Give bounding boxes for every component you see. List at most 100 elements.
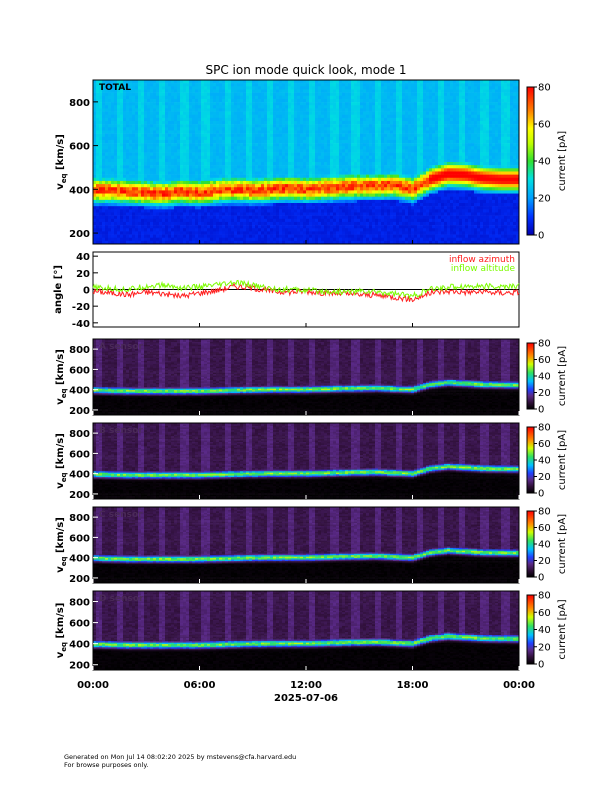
c-panel-label: C sensor: [99, 510, 143, 520]
c-ytick-label: 800: [69, 513, 90, 524]
d-heatmap-cells: [93, 591, 519, 670]
legend-entry-inflow-altitude: inflow altitude: [451, 264, 516, 274]
footer-line-2: For browse purposes only.: [64, 761, 148, 769]
x-tick-label: 00:00: [503, 680, 535, 691]
b-colorbar-tick-label: 60: [538, 439, 551, 450]
c-colorbar-tick-label: 60: [538, 523, 551, 534]
b-ytick-label: 800: [69, 429, 90, 440]
angle-ytick-label: -40: [72, 319, 90, 330]
angle-ytick-label: 40: [76, 252, 90, 263]
angle-ytick-label: -20: [72, 302, 90, 313]
total-colorbar-tick-label: 80: [538, 83, 551, 94]
c-colorbar-tick-label: 20: [538, 556, 551, 567]
a-colorbar-tick-label: 20: [538, 388, 551, 399]
d-ylabel: veq [km/s]: [55, 603, 68, 659]
total-colorbar-tick-label: 0: [538, 231, 544, 242]
total-colorbar: 0 20 40 60 80 current [pA]: [527, 83, 568, 242]
angle-ylabel: angle [°]: [53, 265, 64, 314]
d-colorbar: 0 20 40 60 80 current [pA]: [527, 591, 568, 671]
a-colorbar-tick-label: 40: [538, 372, 551, 383]
c-colorbar-tick-label: 0: [538, 573, 544, 584]
a-ytick-label: 800: [69, 345, 90, 356]
total-colorbar-tick-label: 40: [538, 157, 551, 168]
b-colorbar: 0 20 40 60 80 current [pA]: [527, 423, 568, 500]
d-colorbar-label: current [pA]: [557, 599, 568, 659]
b-colorbar-tick-label: 80: [538, 423, 551, 434]
c-colorbar-gradient: [527, 511, 534, 577]
total-colorbar-tick-label: 60: [538, 120, 551, 131]
d-panel-label: D sensor: [99, 594, 144, 604]
total-ytick-label: 600: [69, 142, 90, 153]
chart-title: SPC ion mode quick look, mode 1: [206, 63, 407, 77]
c-colorbar-tick-label: 80: [538, 507, 551, 518]
b-colorbar-label: current [pA]: [557, 430, 568, 490]
x-tick-label: 18:00: [397, 680, 429, 691]
a-ylabel: veq [km/s]: [55, 349, 68, 405]
x-tick-labels: 00:00 06:00 12:00 18:00 00:00: [77, 680, 535, 691]
b-colorbar-gradient: [527, 427, 534, 493]
a-colorbar: 0 20 40 60 80 current [pA]: [527, 339, 568, 416]
angle-ytick-label: 20: [76, 269, 90, 280]
b-ylabel: veq [km/s]: [55, 433, 68, 489]
a-ytick-label: 400: [69, 386, 90, 397]
b-colorbar-tick-label: 40: [538, 456, 551, 467]
x-tick-label: 12:00: [290, 680, 322, 691]
b-panel-label: B sensor: [99, 426, 143, 436]
a-ytick-label: 600: [69, 365, 90, 376]
b-ytick-label: 400: [69, 470, 90, 481]
d-ytick-label: 800: [69, 598, 90, 609]
a-colorbar-tick-label: 0: [538, 405, 544, 416]
c-ytick-label: 400: [69, 554, 90, 565]
c-ytick-label: 200: [69, 574, 90, 585]
d-colorbar-tick-label: 0: [538, 660, 544, 671]
total-panel-label: TOTAL: [99, 83, 131, 93]
total-ytick-label: 800: [69, 98, 90, 109]
d-ytick-label: 400: [69, 640, 90, 651]
d-ytick-label: 600: [69, 619, 90, 630]
c-heatmap-cells: [93, 507, 519, 583]
total-ytick-label: 400: [69, 185, 90, 196]
a-panel-label: A sensor: [99, 342, 144, 352]
c-colorbar: 0 20 40 60 80 current [pA]: [527, 507, 568, 584]
d-colorbar-tick-label: 80: [538, 591, 551, 602]
b-ytick-label: 600: [69, 449, 90, 460]
b-ytick-label: 200: [69, 490, 90, 501]
d-colorbar-tick-label: 20: [538, 642, 551, 653]
a-heatmap-cells: [93, 339, 519, 415]
d-ytick-label: 200: [69, 661, 90, 672]
total-heatmap-cells: [93, 80, 519, 244]
b-colorbar-tick-label: 0: [538, 489, 544, 500]
c-ytick-label: 600: [69, 533, 90, 544]
total-colorbar-gradient: [527, 87, 534, 235]
total-colorbar-label: current [pA]: [557, 131, 568, 191]
date-label: 2025-07-06: [274, 693, 338, 704]
d-colorbar-tick-label: 60: [538, 608, 551, 619]
d-colorbar-tick-label: 40: [538, 625, 551, 636]
b-colorbar-tick-label: 20: [538, 472, 551, 483]
angle-ytick-label: 0: [83, 286, 90, 297]
total-colorbar-tick-label: 20: [538, 194, 551, 205]
a-colorbar-gradient: [527, 343, 534, 409]
d-colorbar-gradient: [527, 595, 534, 664]
c-ylabel: veq [km/s]: [55, 517, 68, 573]
a-colorbar-tick-label: 60: [538, 355, 551, 366]
x-tick-label: 06:00: [184, 680, 216, 691]
a-colorbar-label: current [pA]: [557, 346, 568, 406]
footer-line-1: Generated on Mon Jul 14 08:02:20 2025 by…: [64, 753, 296, 761]
a-ytick-label: 200: [69, 406, 90, 417]
c-colorbar-tick-label: 40: [538, 540, 551, 551]
a-colorbar-tick-label: 80: [538, 339, 551, 350]
b-heatmap-cells: [93, 423, 519, 499]
x-tick-label: 00:00: [77, 680, 109, 691]
colorbars-group: 0 20 40 60 80 current [pA] 0 20 40 60 80 current [p…: [527, 83, 568, 671]
c-colorbar-label: current [pA]: [557, 514, 568, 574]
total-ytick-label: 200: [69, 229, 90, 240]
